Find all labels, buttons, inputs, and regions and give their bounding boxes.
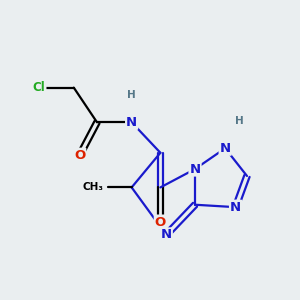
Text: CH₃: CH₃: [82, 182, 103, 192]
Text: O: O: [155, 216, 166, 229]
Text: H: H: [127, 90, 136, 100]
Text: Cl: Cl: [33, 81, 46, 94]
Text: N: N: [230, 201, 241, 214]
Text: O: O: [74, 149, 85, 162]
Text: N: N: [126, 116, 137, 129]
Text: H: H: [235, 116, 243, 126]
Text: N: N: [161, 228, 172, 242]
Text: N: N: [220, 142, 231, 155]
Text: N: N: [190, 163, 201, 176]
